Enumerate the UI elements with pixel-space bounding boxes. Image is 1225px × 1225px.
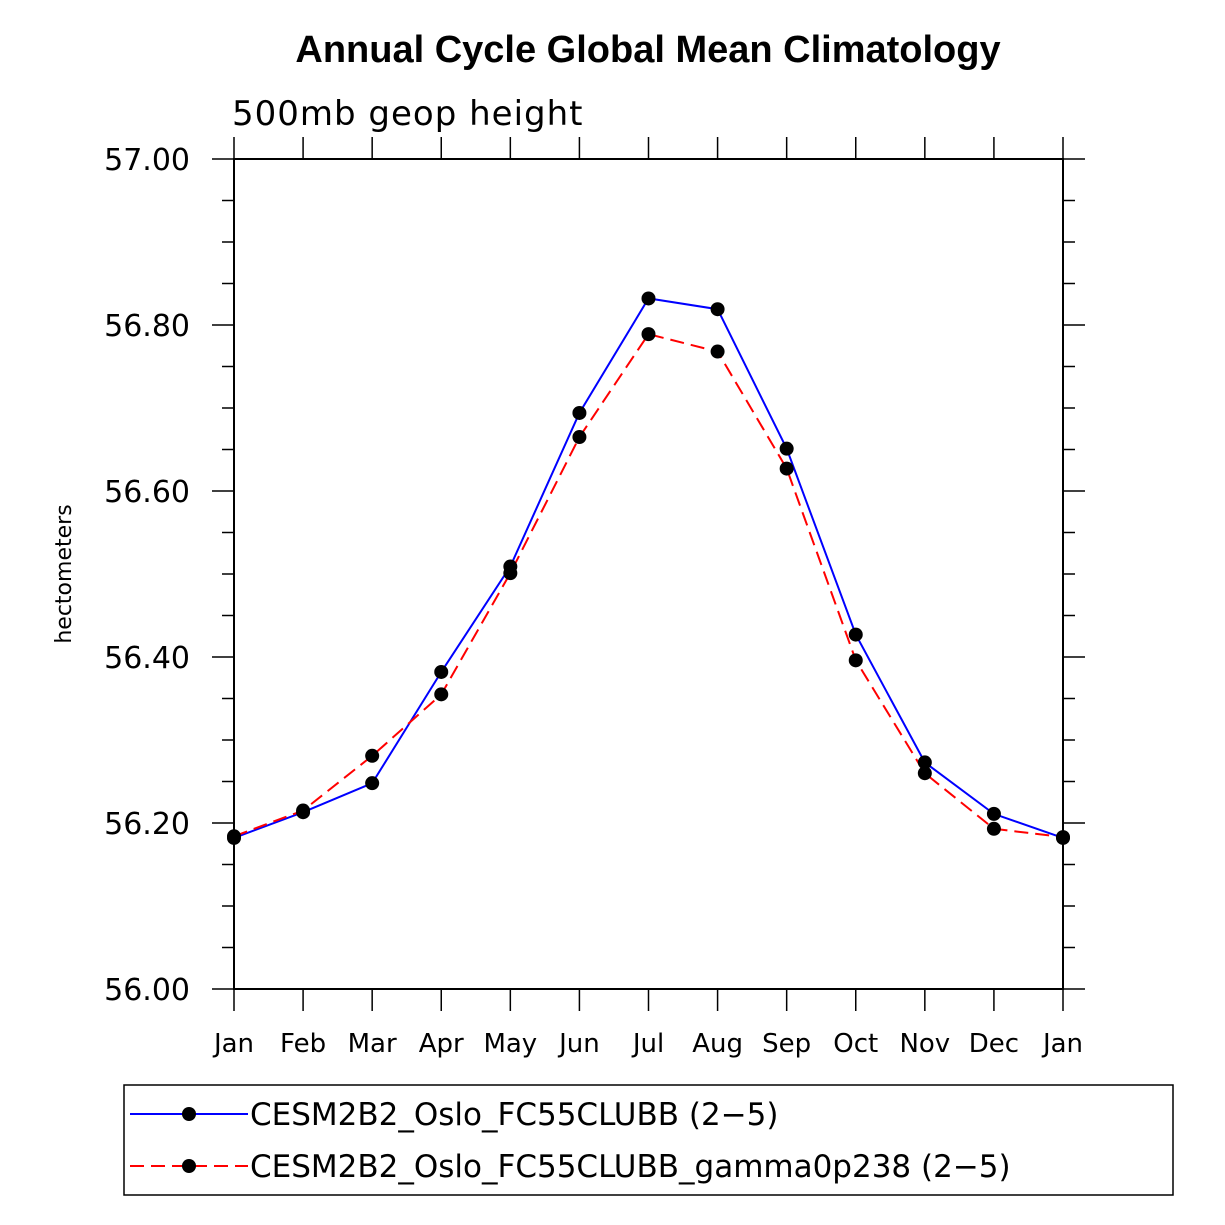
- series-1-point: [848, 627, 863, 642]
- series-2-point: [779, 461, 794, 476]
- x-tick-label: Jul: [631, 1029, 664, 1059]
- legend-marker-2: [182, 1159, 196, 1173]
- x-tick-label: Dec: [969, 1029, 1019, 1059]
- series-1-point: [572, 405, 587, 420]
- series-2-point: [503, 566, 518, 581]
- series-2-point: [848, 653, 863, 668]
- x-tick-label: Oct: [833, 1029, 878, 1059]
- x-tick-label: Aug: [692, 1029, 743, 1059]
- chart-title: Annual Cycle Global Mean Climatology: [295, 29, 1000, 71]
- y-tick-label: 56.20: [104, 807, 190, 842]
- legend: CESM2B2_Oslo_FC55CLUBB (2−5) CESM2B2_Oslo…: [123, 1084, 1174, 1196]
- x-tick-label: Nov: [899, 1029, 950, 1059]
- x-tick-label: Mar: [348, 1029, 397, 1059]
- y-tick-labels: 56.00 56.20 56.40 56.60 56.80 57.00: [104, 143, 190, 1008]
- series-2-point: [641, 327, 656, 342]
- x-tick-label: Apr: [419, 1029, 464, 1059]
- series-2-point: [710, 344, 725, 359]
- series-group: [227, 291, 1070, 845]
- series-line-1: [233, 297, 1064, 839]
- series-1-point: [434, 664, 449, 679]
- x-tick-label: Jan: [1041, 1029, 1083, 1059]
- chart-subtitle: 500mb geop height: [232, 94, 583, 134]
- series-1-point: [779, 441, 794, 456]
- legend-label-2: CESM2B2_Oslo_FC55CLUBB_gamma0p238 (2−5): [250, 1149, 1011, 1185]
- x-tick-label: May: [483, 1029, 537, 1059]
- x-tick-label: Jan: [212, 1029, 254, 1059]
- x-tick-label: Jun: [557, 1029, 600, 1059]
- y-tick-label: 57.00: [104, 143, 190, 178]
- series-line-2: [233, 332, 1064, 839]
- series-1-point: [710, 302, 725, 317]
- legend-box: [123, 1084, 1174, 1196]
- y-axis-label: hectometers: [52, 504, 77, 643]
- x-tick-label: Feb: [280, 1029, 326, 1059]
- plot-frame: [233, 158, 1064, 990]
- series-1-point: [641, 291, 656, 306]
- y-tick-label: 56.60: [104, 475, 190, 510]
- y-tick-label: 56.80: [104, 309, 190, 344]
- series-2-point: [572, 430, 587, 445]
- series-2-point: [365, 748, 380, 763]
- legend-marker-1: [182, 1107, 196, 1121]
- series-2-point: [986, 821, 1001, 836]
- x-tick-label: Sep: [762, 1029, 811, 1059]
- series-2-point: [917, 766, 932, 781]
- x-tick-labels: Jan Feb Mar Apr May Jun Jul Aug Sep Oct Nov Dec Jan: [212, 1029, 1083, 1059]
- series-1-point: [986, 806, 1001, 821]
- legend-label-1: CESM2B2_Oslo_FC55CLUBB (2−5): [250, 1097, 778, 1133]
- series-2-point: [296, 803, 311, 818]
- y-tick-label: 56.40: [104, 641, 190, 676]
- series-2-point: [434, 687, 449, 702]
- series-1-point: [917, 755, 932, 770]
- y-tick-label: 56.00: [104, 973, 190, 1008]
- series-1-point: [365, 776, 380, 791]
- axis-ticks: [212, 137, 1085, 1011]
